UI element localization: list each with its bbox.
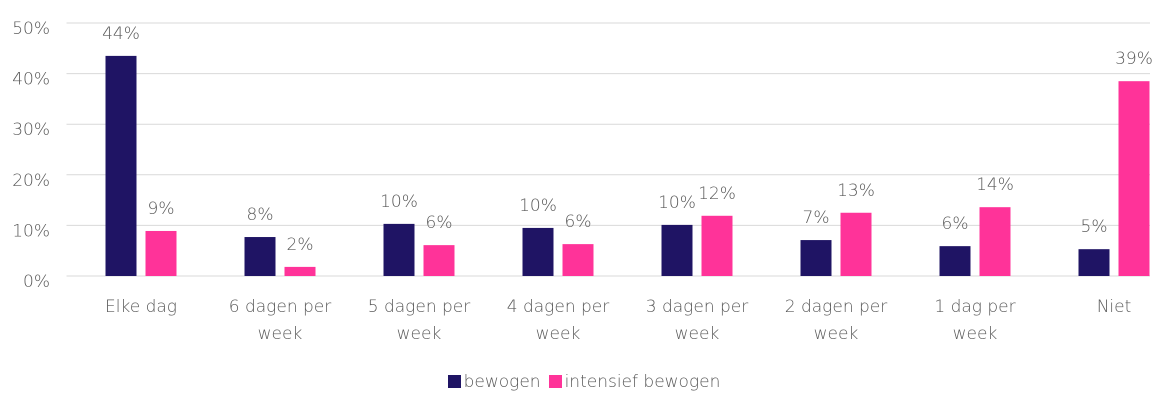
value-label: 10% (519, 196, 557, 216)
bar (522, 227, 554, 276)
bar (244, 237, 276, 276)
legend-label: intensief bewogen (564, 372, 721, 392)
legend-swatch (447, 375, 461, 388)
x-tick-label: Elke dag (105, 297, 177, 317)
y-tick-label: 40% (12, 70, 50, 90)
y-tick-label: 50% (12, 19, 50, 39)
value-label: 44% (102, 24, 140, 44)
legend-item: intensief bewogen (548, 372, 721, 392)
value-label: 39% (1115, 49, 1153, 69)
bar (939, 246, 971, 276)
x-tick-label: 1 dag per week (934, 297, 1016, 344)
x-tick-label: 5 dagen per week (367, 297, 471, 344)
value-label: 9% (148, 199, 175, 219)
y-tick-label: 30% (12, 120, 50, 140)
value-label: 14% (976, 175, 1014, 195)
x-tick-label: 2 dagen per week (784, 297, 888, 344)
y-tick-label: 0% (23, 272, 50, 292)
bar (383, 223, 415, 276)
bar (701, 215, 733, 276)
value-label: 7% (803, 208, 830, 228)
legend: bewogen intensief bewogen (0, 372, 1168, 392)
value-label: 6% (942, 214, 969, 234)
legend-item: bewogen (447, 372, 541, 392)
bar (105, 55, 137, 276)
value-label: 10% (380, 192, 418, 212)
y-tick-label: 20% (12, 171, 50, 191)
x-tick-label: 3 dagen per week (645, 297, 749, 344)
value-label: 2% (287, 235, 314, 255)
bar (145, 230, 177, 276)
bar (1078, 249, 1110, 276)
bar (284, 266, 316, 276)
value-label: 13% (837, 181, 875, 201)
bar (661, 224, 693, 276)
value-label: 8% (247, 205, 274, 225)
legend-swatch (548, 375, 562, 388)
value-label: 6% (426, 213, 453, 233)
value-label: 5% (1081, 217, 1108, 237)
bar (423, 245, 455, 276)
x-tick-label: 6 dagen per week (228, 297, 332, 344)
x-tick-label: Niet (1096, 297, 1132, 317)
legend-label: bewogen (463, 372, 541, 392)
bar (1118, 81, 1150, 276)
bar (562, 244, 594, 276)
bar (840, 212, 872, 276)
value-label: 12% (698, 184, 736, 204)
bar (800, 240, 832, 276)
value-label: 6% (565, 212, 592, 232)
bar (979, 207, 1011, 276)
x-tick-label: 4 dagen per week (506, 297, 610, 344)
value-label: 10% (658, 193, 696, 213)
y-tick-label: 10% (12, 221, 50, 241)
